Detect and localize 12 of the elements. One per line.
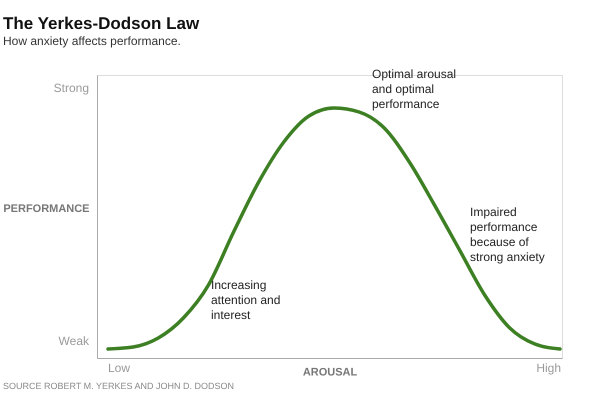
annotation: Increasing attention and interest [211,278,280,322]
chart-subtitle: How anxiety affects performance. [3,34,181,48]
text: Weak [58,334,90,348]
text: Low [108,361,130,375]
text: High [536,361,561,375]
source-note: SOURCE ROBERT M. YERKES AND JOHN D. DODSON [3,381,234,391]
y-axis-title: PERFORMANCE [3,203,90,216]
annotation: Impaired performance because of strong anxiety [470,205,545,264]
x-axis-title: AROUSAL [302,366,358,378]
text: Strong [54,81,89,95]
chart-title: The Yerkes-Dodson Law [3,14,200,33]
annotation: Optimal arousal and optimal performance [372,67,456,111]
